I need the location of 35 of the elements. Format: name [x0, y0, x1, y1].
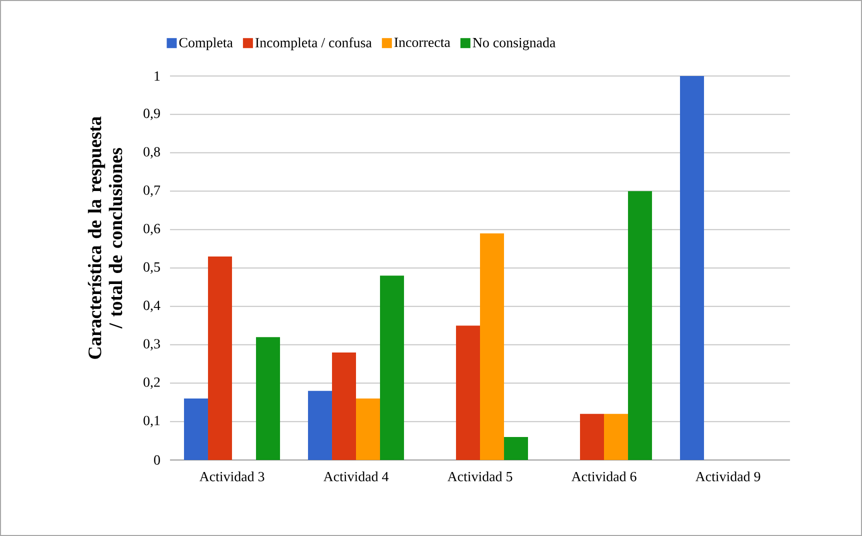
y-tick-label: 0,3: [144, 339, 160, 350]
y-axis-title: Característica de la respuesta / total de conclusiones: [88, 116, 122, 359]
y-tick-label: 0,5: [144, 262, 160, 274]
legend-label: No consignada: [472, 38, 556, 50]
legend-label: Incorrecta: [394, 38, 450, 48]
legend-label: Completa: [179, 38, 233, 50]
bar: [308, 390, 332, 460]
y-tick-label: 1: [154, 71, 160, 81]
x-tick-label: Actividad 6: [571, 471, 636, 482]
y-tick-label: 0,6: [144, 224, 160, 236]
bar: [256, 337, 280, 460]
bar: [580, 414, 604, 460]
bar: [356, 398, 380, 460]
bar: [456, 326, 480, 460]
bar: [680, 76, 704, 460]
x-tick-label: Actividad 5: [447, 471, 512, 482]
legend-label: Incompleta / confusa: [255, 37, 372, 50]
bar: [504, 436, 528, 460]
bar: [184, 398, 208, 460]
bar: [208, 256, 232, 460]
bar: [332, 352, 356, 460]
bar: [604, 414, 628, 460]
x-tick-label: Actividad 3: [199, 471, 264, 482]
y-tick-label: 0,8: [144, 147, 160, 158]
x-tick-label: Actividad 4: [323, 471, 389, 482]
bar: [480, 233, 504, 460]
y-tick-label: 0,4: [144, 300, 160, 312]
y-tick-label: 0: [154, 455, 160, 465]
bar: [628, 191, 652, 460]
y-tick-label: 0,7: [144, 185, 160, 197]
bar: [380, 276, 404, 460]
y-tick-label: 0,1: [144, 416, 160, 428]
y-tick-label: 0,9: [144, 108, 160, 120]
y-tick-label: 0,2: [144, 377, 160, 389]
x-tick-label: Actividad 9: [695, 471, 760, 482]
